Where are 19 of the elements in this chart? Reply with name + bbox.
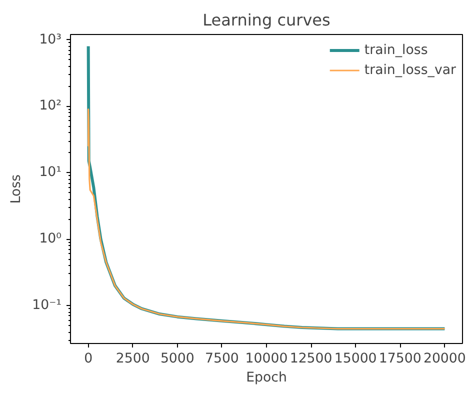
chart-title: Learning curves: [202, 10, 330, 30]
y-tick-label: 10⁰: [39, 232, 62, 247]
x-tick-label: 5000: [160, 352, 194, 366]
x-tick-label: 15000: [334, 352, 377, 366]
y-axis-title: Loss: [9, 174, 24, 204]
legend-label: train_loss: [364, 42, 428, 58]
x-tick-label: 7500: [204, 352, 239, 366]
legend-label: train_loss_var: [364, 62, 456, 78]
x-tick-label: 2500: [116, 352, 150, 366]
y-tick-label: 10³: [39, 32, 62, 48]
x-tick-label: 0: [84, 352, 93, 366]
y-tick-label: 10²: [39, 98, 62, 114]
x-tick-label: 20000: [423, 352, 466, 366]
y-tick-label: 10⁻¹: [32, 298, 62, 314]
y-tick-label: 10¹: [39, 165, 62, 180]
x-tick-label: 12500: [290, 352, 332, 366]
x-tick-label: 17500: [378, 352, 422, 366]
x-axis-title: Epoch: [246, 370, 287, 386]
x-tick-label: 10000: [245, 352, 288, 366]
